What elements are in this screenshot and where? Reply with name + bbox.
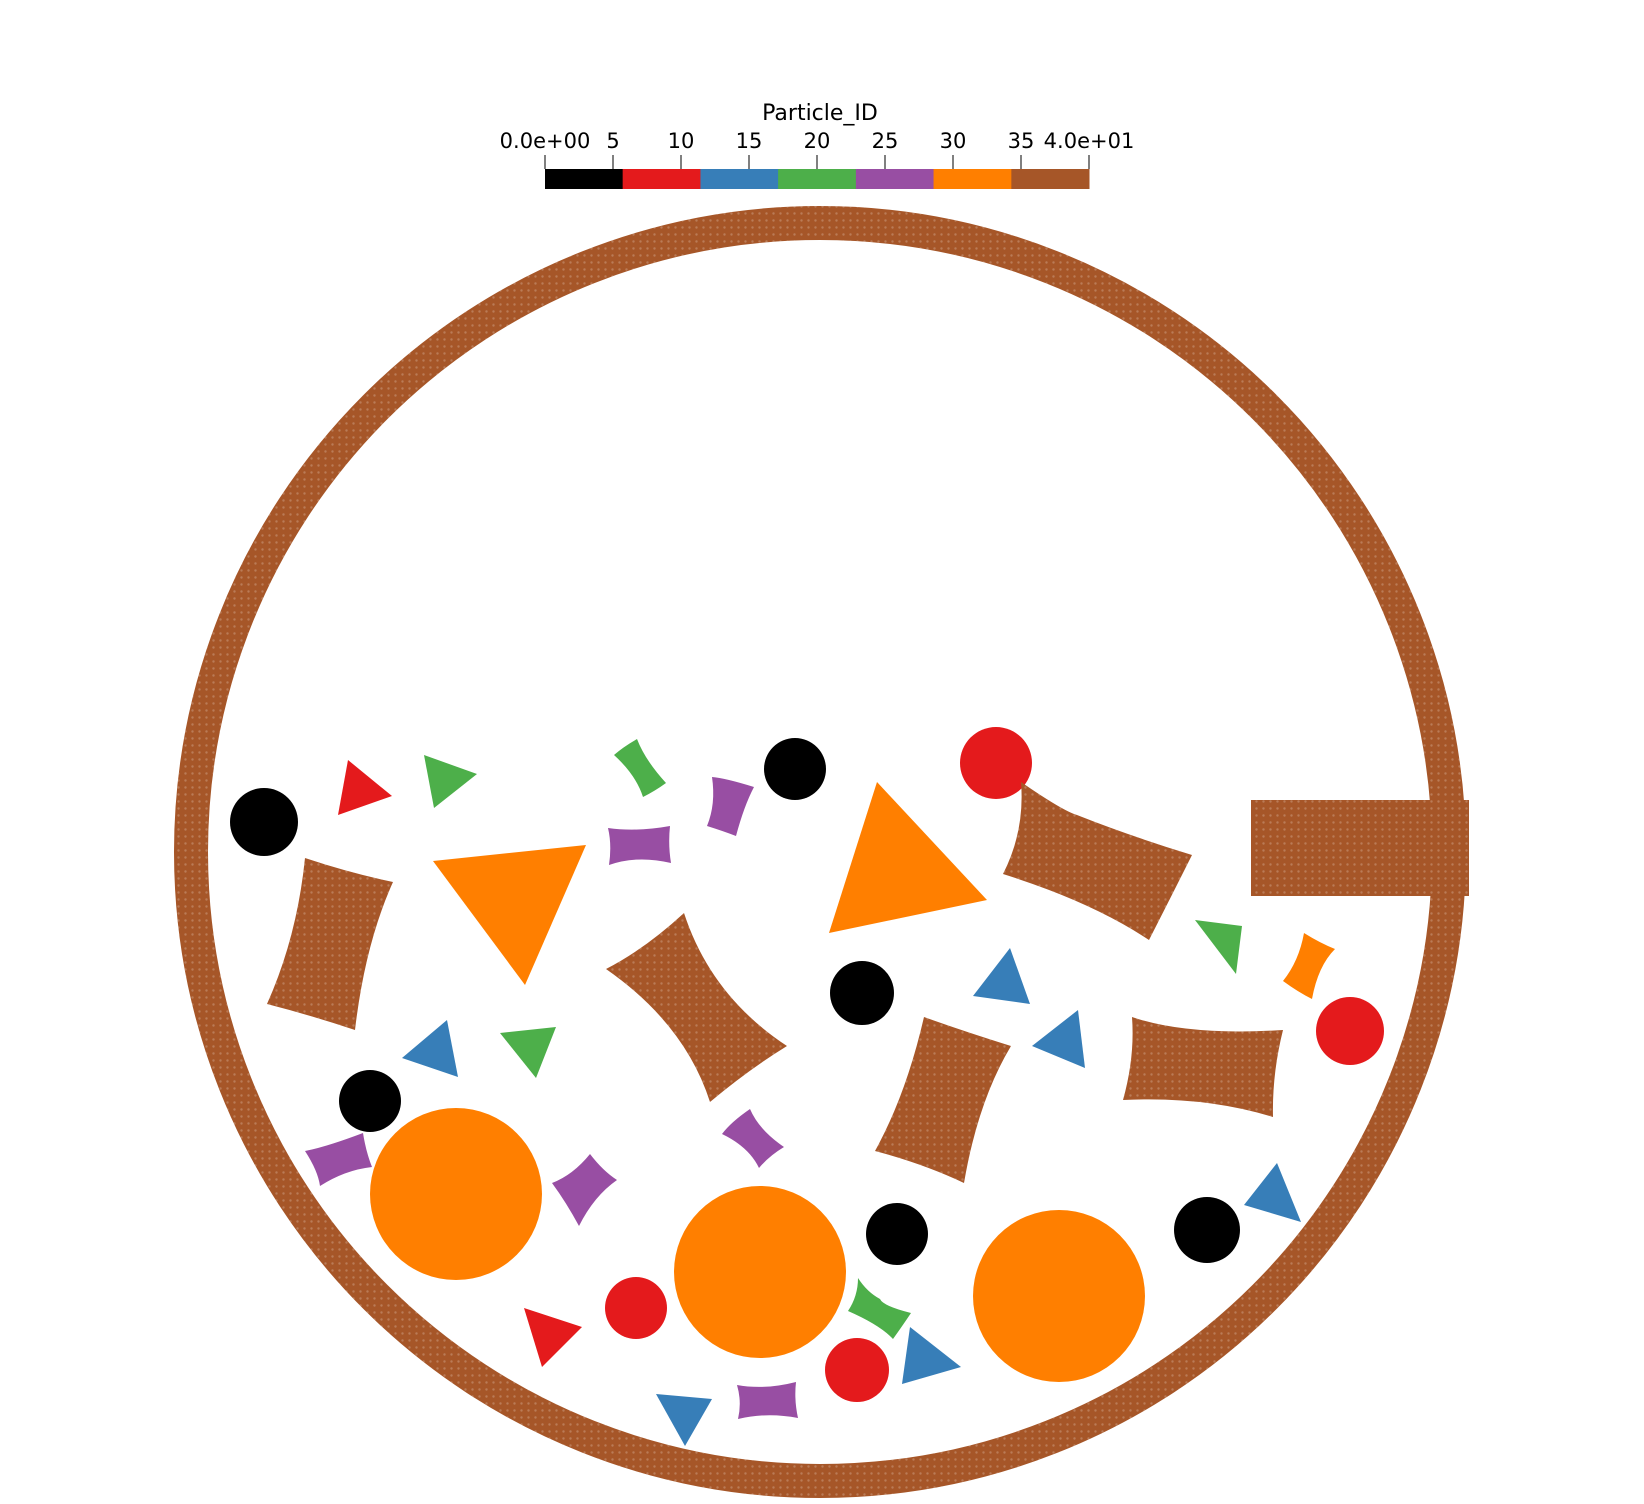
particle-red-circle	[960, 727, 1032, 799]
drum-wall	[174, 206, 1469, 1498]
particle-purple-bowtie	[305, 1133, 372, 1186]
colorbar-tick-label: 30	[940, 129, 967, 153]
drum-baffle-texture	[1251, 800, 1469, 896]
particle-blue-triangle	[656, 1394, 712, 1446]
particle-blue-triangle	[1244, 1163, 1301, 1222]
particle-green-bowtie	[848, 1278, 911, 1339]
particle-blue-triangle	[402, 1020, 458, 1077]
particle-orange-circle	[370, 1108, 542, 1280]
colorbar-tick-label: 20	[804, 129, 831, 153]
particle-black-circle	[1174, 1197, 1240, 1263]
colorbar-ticks: 0.0e+00 5 10 15 20 25 30 35 4.0e+01	[500, 129, 1135, 169]
colorbar-bands	[545, 169, 1090, 189]
particle-red-triangle	[338, 760, 392, 815]
particle-texture	[267, 858, 393, 1030]
particle-texture	[606, 913, 787, 1102]
particle-texture	[1003, 782, 1192, 940]
particle-purple-bowtie	[707, 777, 754, 836]
particle-orange-bowtie	[1283, 933, 1335, 999]
particle-black-circle	[339, 1070, 401, 1132]
colorbar-tick-label: 15	[736, 129, 763, 153]
particle-orange-triangle	[433, 845, 586, 985]
particle-texture	[875, 1017, 1011, 1183]
particle-blue-triangle	[902, 1327, 961, 1384]
colorbar-band-0	[545, 169, 624, 189]
particle-red-triangle	[524, 1308, 582, 1367]
particle-red-circle	[605, 1277, 667, 1339]
particle-texture	[1123, 1017, 1283, 1117]
particle-purple-bowtie	[737, 1382, 798, 1419]
particle-orange-circle	[973, 1210, 1145, 1382]
particle-black-circle	[230, 788, 298, 856]
particle-green-triangle	[500, 1027, 556, 1078]
colorbar-tick-label: 4.0e+01	[1044, 129, 1135, 153]
particle-red-circle	[825, 1338, 889, 1402]
colorbar-tick-label: 0.0e+00	[500, 129, 591, 153]
particle-red-circle	[1316, 997, 1384, 1065]
particle-green-triangle	[424, 755, 477, 808]
particle-purple-bowtie	[722, 1109, 784, 1168]
particle-blue-triangle	[973, 948, 1030, 1004]
particle-green-bowtie	[614, 739, 666, 797]
colorbar-band-4	[855, 169, 935, 189]
particle-black-circle	[764, 738, 826, 800]
colorbar-band-6	[1011, 169, 1090, 189]
particle-blue-triangle	[1032, 1010, 1085, 1068]
particle-orange-circle	[674, 1186, 846, 1358]
colorbar-tick-label: 10	[668, 129, 695, 153]
particle-purple-bowtie	[608, 826, 671, 865]
particle-purple-bowtie	[552, 1154, 617, 1226]
colorbar-tick-label: 5	[606, 129, 619, 153]
colorbar-tick-label: 25	[872, 129, 899, 153]
colorbar-band-2	[700, 169, 779, 189]
colorbar-band-5	[933, 169, 1012, 189]
particles	[230, 727, 1384, 1446]
colorbar-band-3	[778, 169, 857, 189]
particle-green-triangle	[1195, 920, 1242, 974]
particle-orange-triangle	[829, 782, 987, 933]
colorbar-band-1	[622, 169, 701, 189]
particle-black-circle	[830, 961, 894, 1025]
colorbar: Particle_ID 0.0e+00 5 10 15 20 25 30 35 4.0e+01	[500, 101, 1135, 189]
colorbar-tick-label: 35	[1008, 129, 1035, 153]
particle-black-circle	[866, 1203, 928, 1265]
colorbar-title: Particle_ID	[762, 101, 878, 126]
